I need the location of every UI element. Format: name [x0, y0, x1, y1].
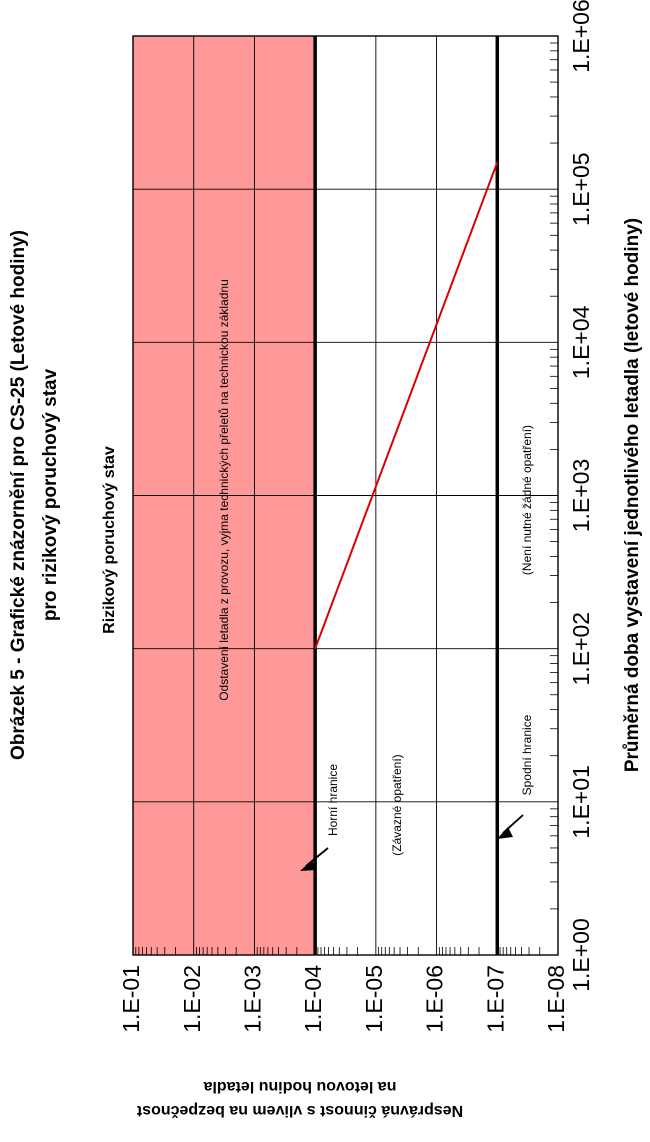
chart-title-line-2: pro rizikový poruchový stav — [40, 368, 61, 621]
lower-arrow-head — [497, 827, 513, 839]
y-axis-title-line-1: Nesprávná činnost s vlivem na bezpečnost — [136, 1102, 463, 1119]
annotation-lower-label: Spodní hranice — [520, 714, 534, 795]
x-tick-label: 1.E+00 — [568, 918, 594, 992]
annotation-shaded: Odstavení letadla z provozu, vyjma techn… — [217, 279, 231, 701]
x-tick-label: 1.E+03 — [568, 459, 594, 533]
annotation-upper-label: Horní hranice — [326, 764, 340, 836]
y-tick-label: 1.E-04 — [300, 965, 326, 1033]
y-tick-label: 1.E-02 — [179, 965, 205, 1033]
y-tick-label: 1.E-03 — [240, 965, 266, 1033]
x-axis-title: Průměrná doba vystavení jednotlivého let… — [622, 218, 643, 772]
x-tick-label: 1.E+06 — [568, 0, 594, 73]
y-tick-label: 1.E-05 — [361, 965, 387, 1033]
x-tick-label: 1.E+04 — [568, 305, 594, 379]
chart-title-line-1: Obrázek 5 - Grafické znázornění pro CS-2… — [8, 230, 29, 760]
y-tick-label: 1.E-07 — [482, 965, 508, 1033]
upper-arrow-head — [300, 860, 316, 871]
x-tick-label: 1.E+05 — [568, 152, 594, 226]
annotation-middle: (Závazné opatření) — [390, 754, 404, 855]
plot-frame — [132, 35, 559, 956]
y-axis-title-line-2: na letovou hodinu letadla — [203, 1078, 396, 1095]
y-tick-label: 1.E-06 — [422, 965, 448, 1033]
y-tick-label: 1.E-08 — [543, 965, 569, 1033]
y-tick-label: 1.E-01 — [118, 965, 144, 1033]
x-tick-label: 1.E+01 — [568, 765, 594, 839]
annotation-lower-region: (Není nutné žádné opatření) — [520, 425, 534, 575]
series-line-0 — [314, 161, 499, 650]
x-tick-label: 1.E+02 — [568, 612, 594, 686]
chart-subtitle: Rizikový poruchový stav — [101, 446, 118, 634]
